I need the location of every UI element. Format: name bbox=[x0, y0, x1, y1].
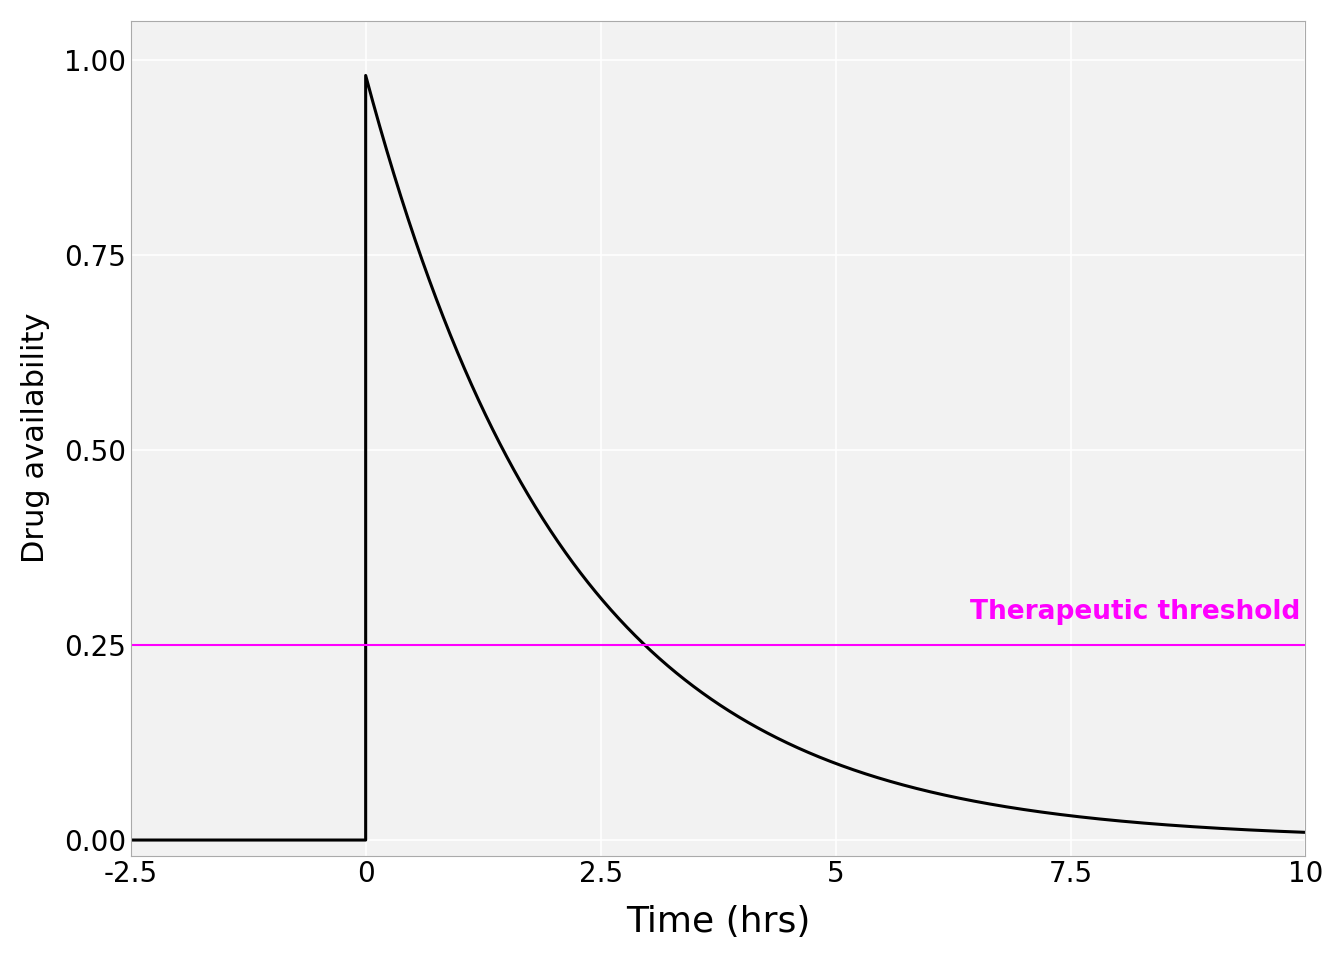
Y-axis label: Drug availability: Drug availability bbox=[22, 313, 50, 564]
Text: Therapeutic threshold: Therapeutic threshold bbox=[970, 599, 1301, 626]
X-axis label: Time (hrs): Time (hrs) bbox=[626, 905, 810, 939]
